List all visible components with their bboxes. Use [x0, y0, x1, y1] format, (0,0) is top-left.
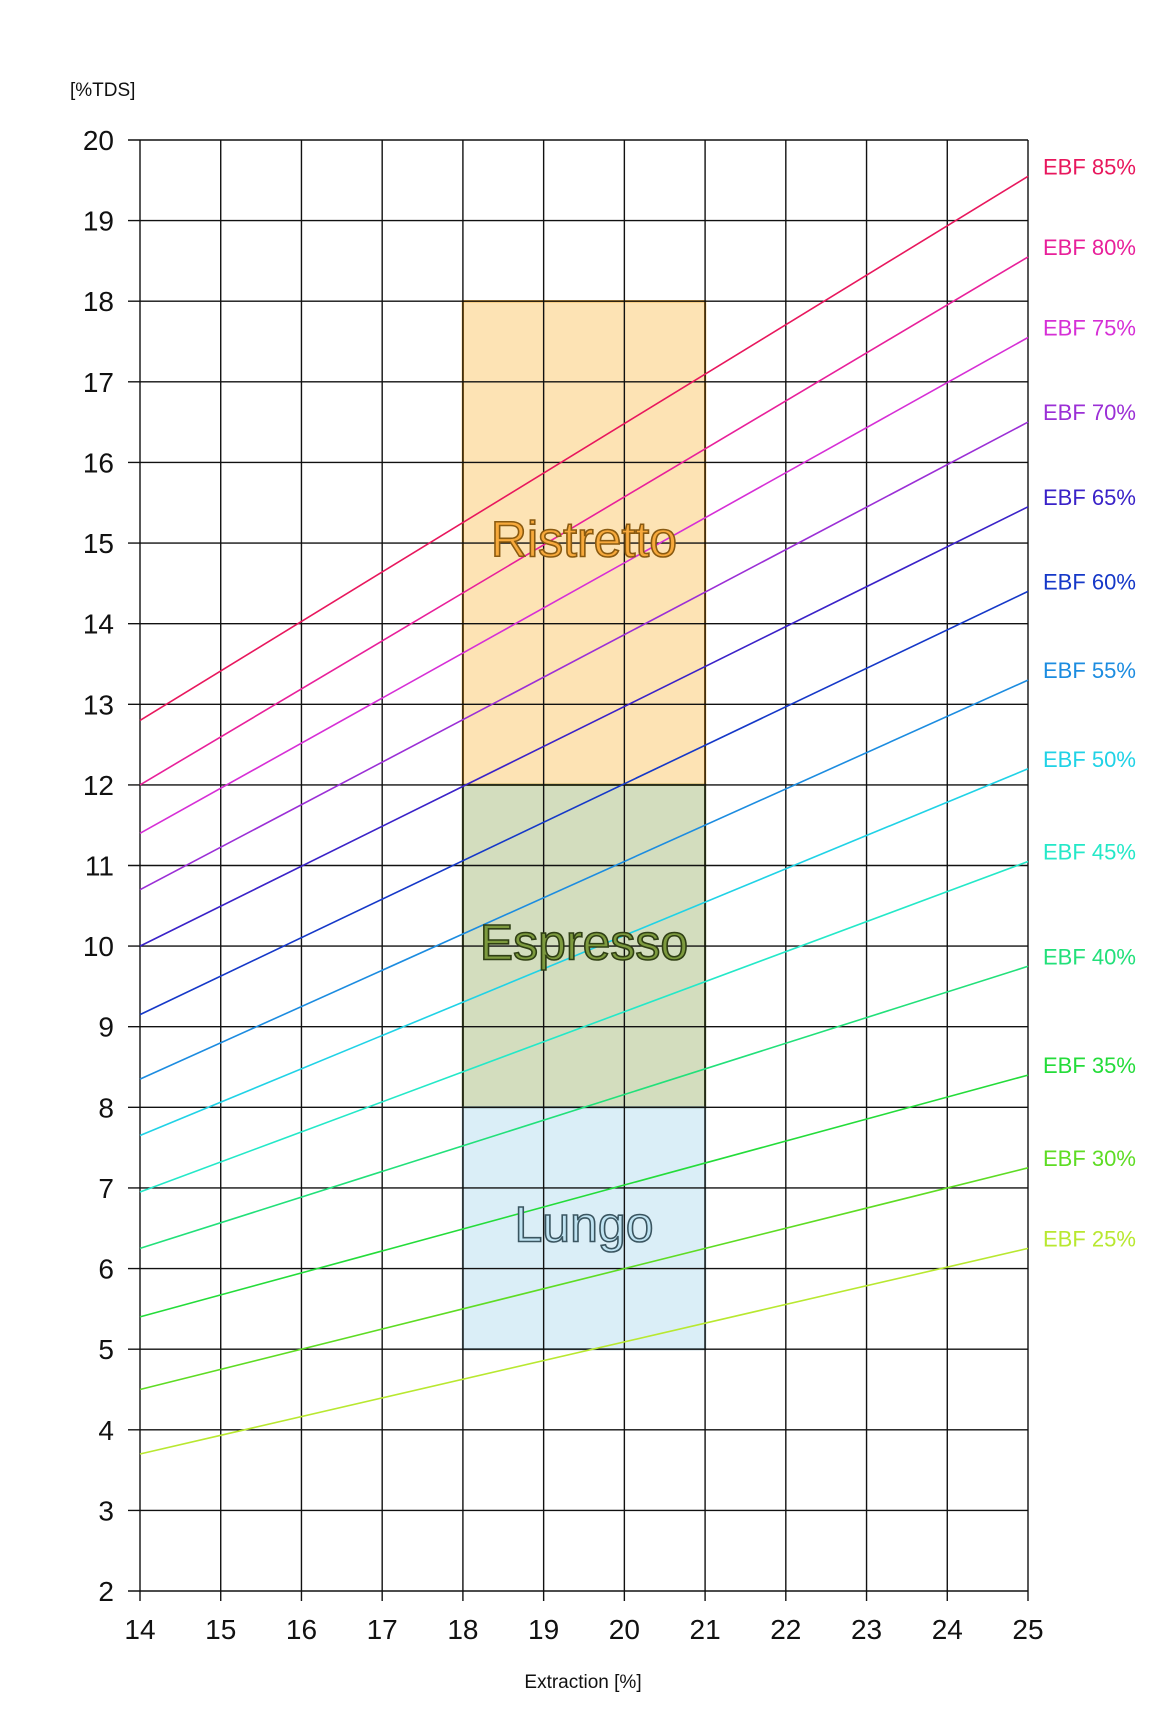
series-line-30	[139, 1167, 1029, 1391]
y-tick-label: 7	[98, 1173, 114, 1204]
x-tick-label: 20	[609, 1614, 640, 1645]
y-tick-label: 20	[83, 125, 114, 156]
y-tick-label: 5	[98, 1334, 114, 1365]
x-tick-label: 17	[367, 1614, 398, 1645]
x-tick-label: 19	[528, 1614, 559, 1645]
series-label-40: EBF 40%	[1043, 944, 1136, 969]
series-line-75	[139, 336, 1029, 834]
series-line-70	[139, 421, 1029, 891]
zone-lungo	[462, 1107, 706, 1350]
x-tick-label: 25	[1012, 1614, 1043, 1645]
series-line-25	[139, 1247, 1029, 1455]
series-line-80	[139, 256, 1029, 786]
y-tick-label: 13	[83, 689, 114, 720]
grid-layer	[128, 139, 1029, 1601]
y-axis-label: [%TDS]	[70, 80, 135, 101]
series-label-60: EBF 60%	[1043, 569, 1136, 594]
x-tick-label: 18	[447, 1614, 478, 1645]
y-tick-label: 4	[98, 1415, 114, 1446]
series-line-50	[139, 768, 1029, 1137]
series-line-40	[139, 965, 1029, 1250]
x-tick-label: 24	[932, 1614, 963, 1645]
zone-label-ristretto: Ristretto	[491, 511, 677, 567]
series-layer	[139, 175, 1029, 1455]
y-tick-label: 3	[98, 1495, 114, 1526]
y-tick-label: 16	[83, 447, 114, 478]
y-tick-label: 2	[98, 1576, 114, 1607]
axes-layer: 14 15 16 17 18 19 20 21 22 23 24 252345678910111213…	[83, 125, 1044, 1645]
zone-label-espresso: Espresso	[480, 914, 688, 970]
x-tick-label: 15	[205, 1614, 236, 1645]
y-tick-label: 18	[83, 286, 114, 317]
series-label-75: EBF 75%	[1043, 315, 1136, 340]
zones-layer	[461, 300, 707, 1351]
series-label-65: EBF 65%	[1043, 485, 1136, 510]
series-label-45: EBF 45%	[1043, 839, 1136, 864]
series-label-25: EBF 25%	[1043, 1226, 1136, 1251]
x-tick-label: 14	[124, 1614, 155, 1645]
y-tick-label: 19	[83, 206, 114, 237]
series-label-50: EBF 50%	[1043, 747, 1136, 772]
x-tick-label: 21	[690, 1614, 721, 1645]
x-tick-label: 23	[851, 1614, 882, 1645]
y-tick-label: 6	[98, 1254, 114, 1285]
y-tick-label: 14	[83, 609, 114, 640]
series-line-85	[139, 175, 1029, 722]
series-line-65	[139, 506, 1029, 947]
series-label-30: EBF 30%	[1043, 1146, 1136, 1171]
x-tick-label: 22	[770, 1614, 801, 1645]
zone-labels-layer: Ristretto Espresso Lungo	[479, 510, 689, 1253]
series-label-55: EBF 55%	[1043, 658, 1136, 683]
series-label-85: EBF 85%	[1043, 154, 1136, 179]
series-line-55	[139, 679, 1029, 1080]
x-tick-label: 16	[286, 1614, 317, 1645]
series-line-35	[139, 1074, 1029, 1318]
series-label-70: EBF 70%	[1043, 400, 1136, 425]
series-line-60	[139, 590, 1029, 1016]
series-label-80: EBF 80%	[1043, 235, 1136, 260]
series-labels-layer: EBF 85% EBF 80% EBF 75% EBF 70% EBF 65% EBF 6…	[1043, 154, 1136, 1251]
y-tick-label: 15	[83, 528, 114, 559]
y-tick-label: 8	[98, 1092, 114, 1123]
y-tick-label: 12	[83, 770, 114, 801]
series-line-45	[139, 860, 1029, 1193]
y-tick-label: 17	[83, 367, 114, 398]
y-tick-label: 11	[85, 851, 114, 882]
zone-label-lungo: Lungo	[514, 1196, 653, 1252]
x-axis-label: Extraction [%]	[524, 1672, 641, 1693]
series-label-35: EBF 35%	[1043, 1053, 1136, 1078]
y-tick-label: 9	[98, 1012, 114, 1043]
y-tick-label: 10	[83, 931, 114, 962]
